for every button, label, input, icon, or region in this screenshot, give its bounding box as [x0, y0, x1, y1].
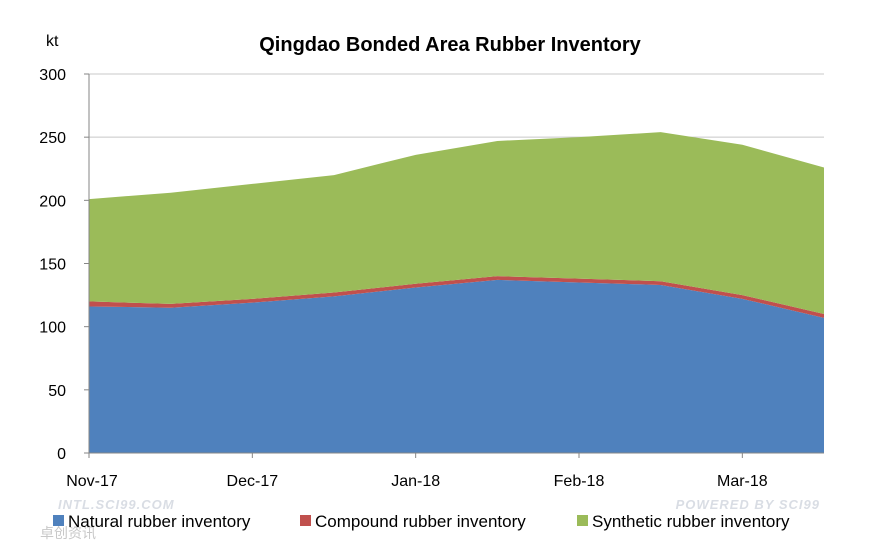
- legend-swatch-natural-rubber-inventory: [53, 515, 64, 526]
- watermark-left: INTL.SCI99.COM: [58, 497, 175, 512]
- watermark-corner: 卓创资讯: [40, 525, 96, 541]
- x-tick-label-feb-18: Feb-18: [554, 473, 605, 490]
- x-tick-label-nov-17: Nov-17: [66, 473, 118, 490]
- legend-label-compound-rubber-inventory: Compound rubber inventory: [315, 512, 526, 531]
- x-tick-label-dec-17: Dec-17: [227, 473, 279, 490]
- x-tick-label-jan-18: Jan-18: [391, 473, 440, 490]
- legend-swatch-synthetic-rubber-inventory: [577, 515, 588, 526]
- y-tick-labels: 0 50 100 150 200 250 300: [39, 67, 66, 463]
- y-tick-label-250: 250: [39, 130, 66, 147]
- legend: Natural rubber inventory Compound rubber …: [53, 512, 790, 531]
- axes: [84, 73, 824, 458]
- y-axis-unit-label: kt: [46, 33, 59, 50]
- y-tick-label-50: 50: [48, 383, 66, 400]
- legend-label-natural-rubber-inventory: Natural rubber inventory: [68, 512, 251, 531]
- chart-title: Qingdao Bonded Area Rubber Inventory: [259, 34, 641, 56]
- x-tick-labels: Nov-17 Dec-17 Jan-18 Feb-18 Mar-18: [66, 473, 768, 490]
- area-synthetic-rubber-inventory: [89, 132, 824, 315]
- series-areas: [89, 132, 824, 453]
- watermark-right: POWERED BY SCI99: [676, 497, 820, 512]
- y-tick-label-100: 100: [39, 320, 66, 337]
- legend-swatch-compound-rubber-inventory: [300, 515, 311, 526]
- area-natural-rubber-inventory: [89, 279, 824, 453]
- x-tick-label-mar-18: Mar-18: [717, 473, 768, 490]
- legend-label-synthetic-rubber-inventory: Synthetic rubber inventory: [592, 512, 790, 531]
- y-tick-label-0: 0: [57, 446, 66, 463]
- y-tick-label-150: 150: [39, 257, 66, 274]
- y-tick-label-200: 200: [39, 193, 66, 210]
- y-tick-label-300: 300: [39, 67, 66, 84]
